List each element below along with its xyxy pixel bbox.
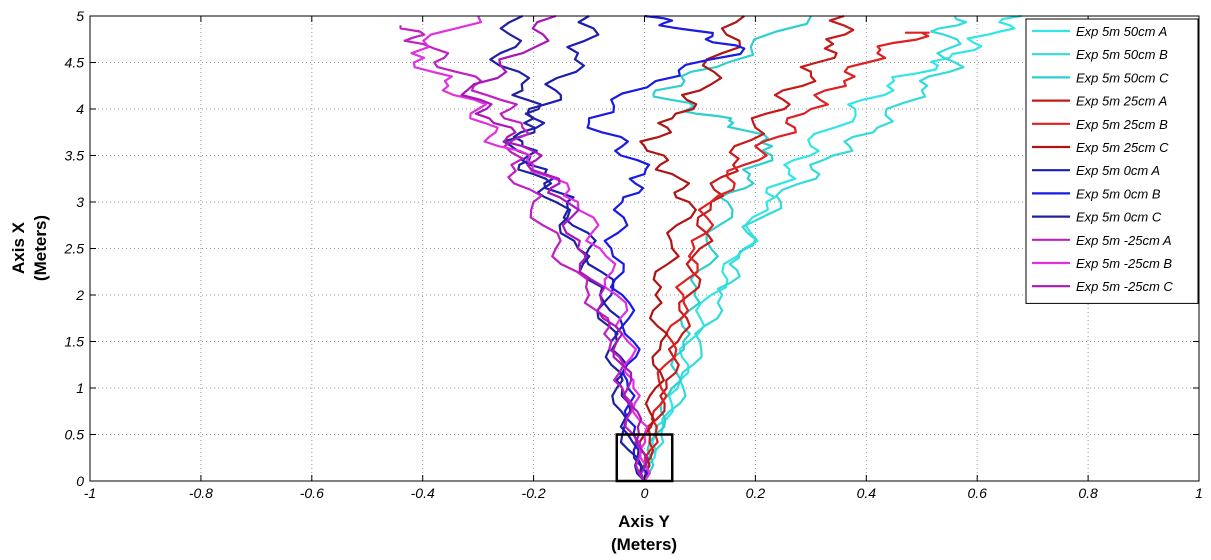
- y-axis-title-line2: (Meters): [31, 215, 50, 281]
- y-axis-title-line1: Axis X: [9, 221, 28, 274]
- legend-label: Exp 5m 50cm C: [1076, 70, 1169, 85]
- x-axis-title-line2: (Meters): [611, 535, 677, 554]
- series-line: [638, 15, 745, 482]
- legend-label: Exp 5m 0cm B: [1076, 186, 1161, 201]
- legend-box: [1025, 18, 1199, 304]
- series-line: [489, 15, 646, 482]
- y-tick-label: 2.5: [64, 241, 85, 257]
- x-tick-label: -0.6: [300, 485, 324, 501]
- y-tick-label: 0.5: [65, 427, 85, 443]
- legend-label: Exp 5m 25cm B: [1076, 117, 1168, 132]
- y-tick-label: 4: [76, 101, 84, 117]
- series-line: [643, 31, 930, 482]
- y-tick-label: 4.5: [65, 55, 85, 71]
- x-tick-label: -0.8: [189, 485, 213, 501]
- legend-label: Exp 5m -25cm A: [1076, 233, 1172, 248]
- series-line: [643, 15, 812, 482]
- legend: Exp 5m 50cm A Exp 5m 50cm B Exp 5m 50cm C E…: [1025, 18, 1199, 304]
- x-tick-label: 0.8: [1078, 485, 1098, 501]
- y-tick-label: 1.5: [65, 334, 85, 350]
- series-line: [399, 25, 646, 482]
- x-tick-label: 0.2: [746, 485, 766, 501]
- legend-label: Exp 5m 50cm B: [1076, 47, 1168, 62]
- x-tick-label: -0.2: [522, 485, 546, 501]
- series-line: [410, 15, 651, 482]
- legend-label: Exp 5m -25cm C: [1076, 279, 1173, 294]
- series-line: [460, 14, 648, 482]
- grid-lines: [90, 16, 1199, 481]
- legend-label: Exp 5m 50cm A: [1076, 24, 1167, 39]
- x-tick-label: 0.6: [967, 485, 987, 501]
- x-tick-label: -0.4: [411, 485, 435, 501]
- y-tick-label: 1: [76, 380, 84, 396]
- y-tick-label: 0: [76, 473, 84, 489]
- x-axis-title-line1: Axis Y: [618, 512, 670, 531]
- y-tick-label: 3.5: [65, 148, 85, 164]
- legend-label: Exp 5m 25cm C: [1076, 140, 1169, 155]
- x-tick-label: 0: [641, 485, 649, 501]
- x-tick-label: -1: [84, 485, 96, 501]
- y-tick-label: 3: [76, 194, 84, 210]
- axis-ticks: -1 -0.8 -0.6 -0.4 -0.2 0 0.2 0.4 0.6 0.8 1 0 0.5 1 1.5…: [64, 8, 1203, 501]
- x-tick-label: 0.4: [857, 485, 877, 501]
- legend-label: Exp 5m 25cm A: [1076, 94, 1167, 109]
- y-tick-label: 2: [75, 287, 84, 303]
- y-tick-label: 5: [76, 8, 84, 24]
- legend-label: Exp 5m -25cm B: [1076, 256, 1172, 271]
- series-lines: [399, 14, 1022, 482]
- x-tick-label: 1: [1195, 485, 1203, 501]
- legend-label: Exp 5m 0cm A: [1076, 163, 1160, 178]
- legend-label: Exp 5m 0cm C: [1076, 210, 1162, 225]
- series-line: [586, 14, 746, 482]
